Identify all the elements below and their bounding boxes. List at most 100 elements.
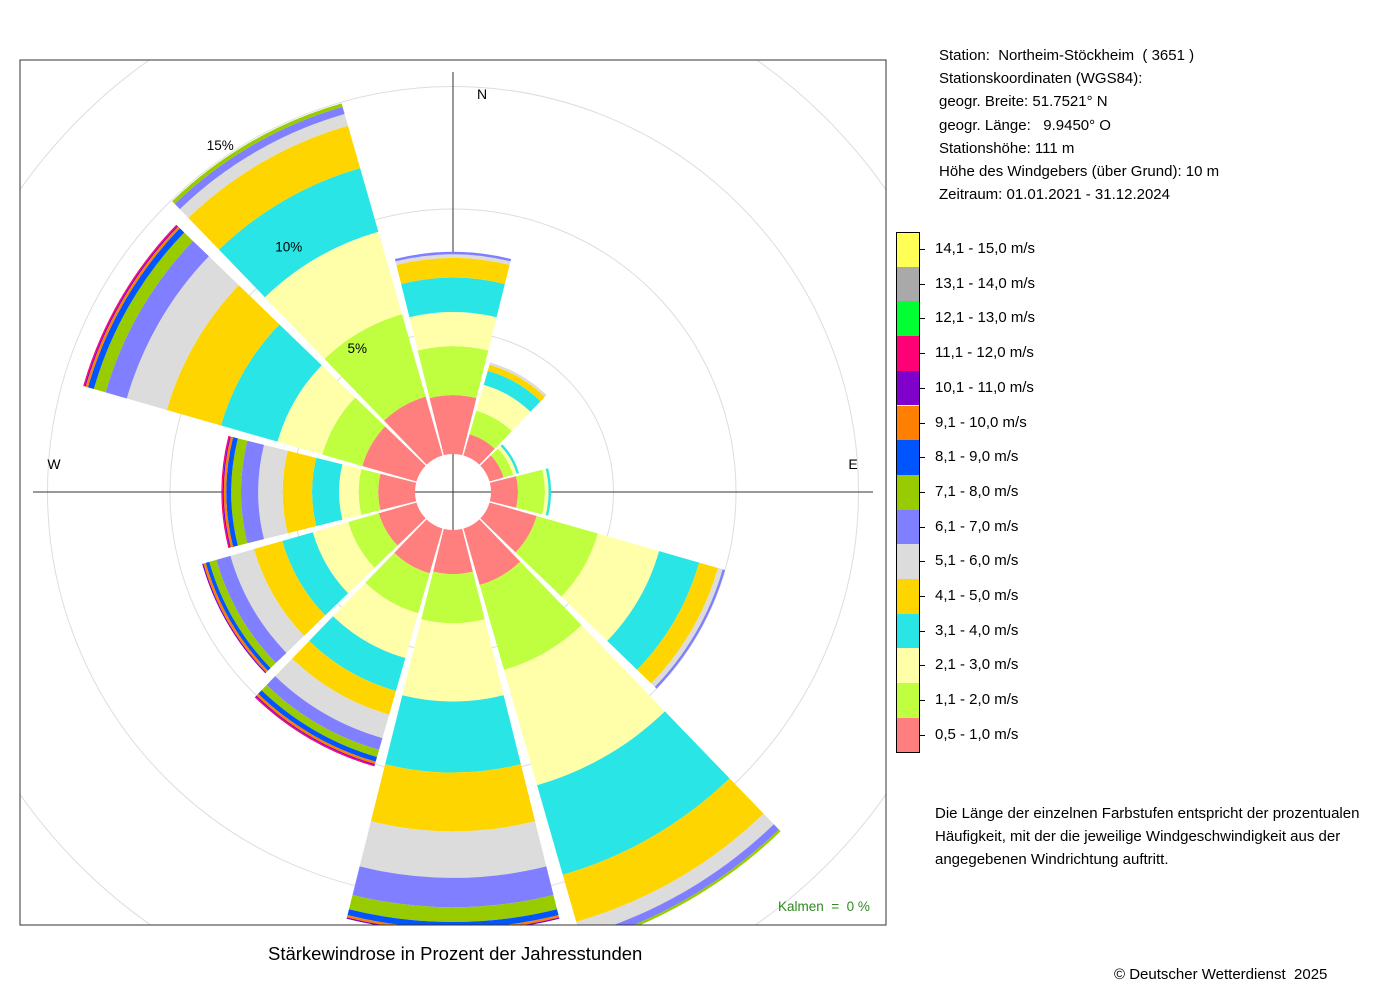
- station-longitude: geogr. Länge: 9.9450° O: [939, 116, 1111, 134]
- rose-segment-dir330-bin1: [324, 314, 426, 421]
- legend-item: 10,1 - 11,0 m/s: [896, 370, 1056, 406]
- rose-segment-dir270-bin8: [226, 437, 238, 547]
- station-name: Station: Northeim-Stöckheim ( 3651 ): [939, 47, 1195, 64]
- rose-segment-dir270-bin5: [258, 444, 288, 540]
- legend-swatch: [896, 405, 919, 441]
- rose-segment-dir90-bin2: [542, 468, 549, 516]
- rose-segment-dir270-bin11: [221, 435, 230, 549]
- rose-segment-dir0-bin6: [394, 251, 512, 262]
- rose-segment-dir240-bin1: [348, 513, 398, 568]
- legend-item: 13,1 - 14,0 m/s: [896, 266, 1056, 302]
- legend-tick: [919, 249, 925, 250]
- rose-segment-dir240-bin6: [216, 555, 287, 664]
- rose-segment-dir210-bin3: [309, 616, 406, 692]
- legend-item: 7,1 - 8,0 m/s: [896, 474, 1056, 510]
- legend-tick: [919, 422, 925, 424]
- rose-segment-dir270-bin2: [339, 464, 362, 520]
- rose-segment-dir30-bin5: [489, 362, 547, 397]
- legend-label: 13,1 - 14,0 m/s: [935, 274, 1036, 292]
- rose-segment-dir0-bin2: [409, 311, 497, 351]
- rose-segment-dir180-bin4: [370, 764, 536, 832]
- rose-segment-dir210-bin2: [332, 582, 419, 659]
- legend-label: 11,1 - 12,0 m/s: [935, 344, 1034, 362]
- rose-segment-dir30-bin2: [476, 384, 531, 432]
- rose-segment-dir330-bin5: [179, 113, 348, 218]
- legend-tick: [919, 665, 925, 667]
- rose-segment-dir90-bin1: [516, 469, 545, 515]
- rose-segment-dir150-bin3: [537, 711, 730, 875]
- legend-item: 8,1 - 9,0 m/s: [896, 440, 1056, 475]
- rose-segment-dir0-bin4: [396, 258, 510, 284]
- legend-tick: [919, 734, 925, 736]
- rose-segment-dir150-bin5: [576, 813, 774, 925]
- rose-segment-dir90-bin3: [545, 468, 552, 516]
- legend-item: 5,1 - 6,0 m/s: [896, 544, 1056, 579]
- legend-label: 7,1 - 8,0 m/s: [935, 482, 1019, 500]
- rose-segment-dir60-bin2: [497, 446, 517, 475]
- rose-segment-dir330-bin3: [218, 168, 379, 298]
- rose-segment-dir300-bin6: [105, 240, 209, 399]
- chart-caption: Stärkewindrose in Prozent der Jahresstun…: [268, 943, 643, 964]
- rose-segment-dir150-bin2: [503, 625, 665, 786]
- explanation-note: Die Länge der einzelnen Farbstufen entsp…: [935, 805, 1360, 868]
- rose-segment-dir210-bin0: [394, 519, 443, 574]
- legend-label: 6,1 - 7,0 m/s: [935, 517, 1019, 535]
- rose-segment-dir180-bin8: [347, 909, 559, 925]
- legend-swatch: [896, 544, 919, 579]
- legend-swatch: [896, 579, 919, 614]
- rose-segment-dir270-bin9: [223, 436, 234, 548]
- compass-label-e: E: [848, 456, 857, 472]
- rose-segment-dir60-bin1: [490, 448, 514, 478]
- station-info: Station: Northeim-Stöckheim ( 3651 ) Sta…: [939, 44, 1219, 206]
- legend-label: 14,1 - 15,0 m/s: [935, 240, 1036, 257]
- legend-tick: [919, 700, 925, 702]
- legend-label: 8,1 - 9,0 m/s: [935, 448, 1019, 466]
- legend-swatch: [896, 336, 919, 371]
- legend-item: 9,1 - 10,0 m/s: [896, 405, 1056, 441]
- legend-item: 2,1 - 3,0 m/s: [896, 648, 1056, 684]
- time-period: Zeitraum: 01.01.2021 - 31.12.2024: [939, 186, 1170, 204]
- legend-tick: [919, 561, 925, 563]
- rose-segment-dir210-bin7: [261, 684, 380, 757]
- rose-segment-dir120-bin2: [561, 533, 660, 641]
- legend-swatch: [896, 474, 919, 510]
- rose-segment-dir180-bin1: [421, 571, 485, 624]
- rose-segment-dir300-bin7: [93, 232, 194, 393]
- rose-segment-dir210-bin8: [258, 690, 378, 762]
- rose-segment-dir120-bin1: [515, 515, 598, 597]
- legend-item: 0,5 - 1,0 m/s: [896, 717, 1056, 753]
- rose-segment-dir300-bin8: [87, 228, 185, 390]
- rose-segment-dir120-bin0: [480, 502, 537, 553]
- rose-segment-dir180-bin2: [402, 619, 504, 702]
- rose-segment-dir90-bin0: [489, 476, 518, 508]
- legend-tick: [919, 491, 925, 493]
- rose-segment-dir330-bin6: [174, 106, 345, 210]
- rose-segment-dir300-bin0: [362, 426, 426, 482]
- rose-segment-dir270-bin1: [358, 469, 381, 515]
- rose-segment-dir240-bin5: [230, 549, 305, 653]
- rose-segment-dir150-bin1: [479, 561, 582, 670]
- rose-segment-dir180-bin3: [385, 695, 521, 773]
- legend-tick: [919, 596, 925, 597]
- rose-segment-dir300-bin1: [322, 397, 386, 466]
- legend-item: 6,1 - 7,0 m/s: [896, 509, 1056, 545]
- rose-segment-dir180-bin6: [352, 866, 554, 908]
- legend-swatch: [896, 440, 919, 475]
- legend-label: 2,1 - 3,0 m/s: [935, 656, 1019, 674]
- legend-swatch: [896, 648, 919, 684]
- rose-segment-dir210-bin4: [292, 640, 396, 715]
- rose-segment-dir30-bin4: [487, 364, 545, 402]
- rose-segment-dir330-bin0: [384, 396, 443, 465]
- legend-swatch: [896, 717, 919, 753]
- station-coords-title: Stationskoordinaten (WGS84):: [939, 70, 1143, 88]
- rose-segment-dir240-bin2: [312, 522, 375, 594]
- rose-segment-dir330-bin2: [264, 231, 403, 359]
- rose-segment-dir240-bin0: [378, 502, 426, 546]
- compass-label-n: N: [477, 86, 487, 102]
- rose-segment-dir300-bin3: [220, 324, 322, 442]
- rose-segment-dir210-bin1: [365, 552, 430, 614]
- sensor-height: Höhe des Windgebers (über Grund): 10 m: [939, 163, 1220, 181]
- legend-swatch: [896, 683, 919, 718]
- station-elevation: Stationshöhe: 111 m: [939, 139, 1075, 157]
- legend-item: 14,1 - 15,0 m/s: [896, 232, 1056, 267]
